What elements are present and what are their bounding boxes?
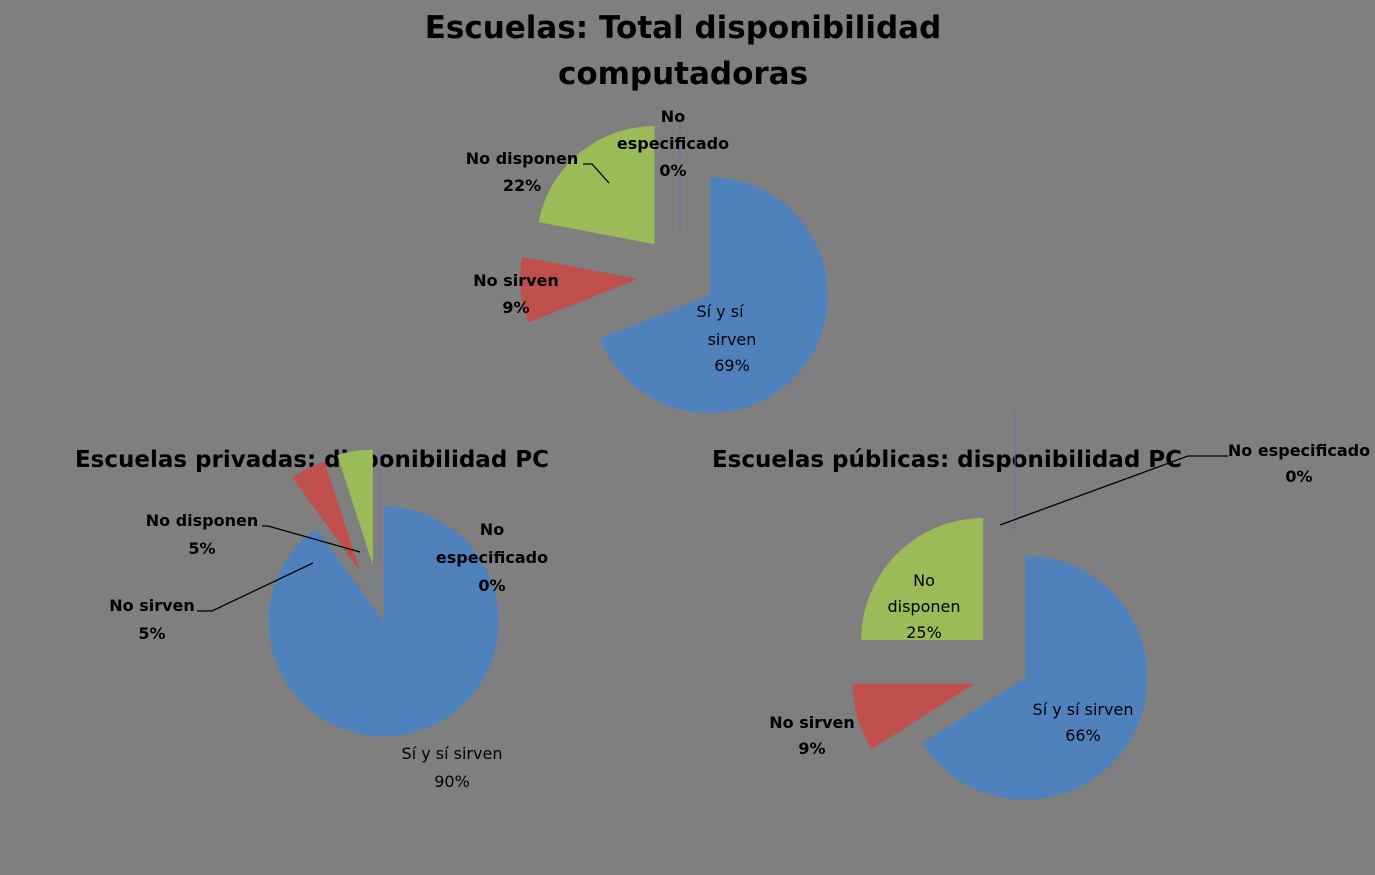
data-label-category-no-disponen: No: [913, 571, 935, 590]
slice-no-sirven: [292, 461, 361, 571]
pie-chart-3: Escuelas públicas: disponibilidad PC Sí y…: [712, 410, 1370, 800]
data-label-value-si-y-si-sirven: 66%: [1065, 726, 1101, 745]
chart-title-line-1: Escuelas: Total disponibilidad: [425, 10, 942, 46]
data-label-value-no-sirven: 9%: [798, 739, 825, 758]
leader-line-no-especificado: [999, 455, 1228, 526]
data-label-category-no-sirven: No sirven: [109, 596, 195, 615]
data-label-value-no-disponen: 25%: [906, 623, 942, 642]
data-label-value-no-especificado: 0%: [659, 161, 686, 180]
chart-title: Escuelas públicas: disponibilidad PC: [712, 447, 1182, 473]
data-label-category-no-especificado: No: [661, 107, 685, 126]
pie-chart-1: Escuelas: Total disponibilidad computador…: [425, 10, 942, 414]
data-label-value-no-especificado: 0%: [1285, 467, 1312, 486]
slice-no-sirven: [520, 256, 639, 323]
leader-line-no-disponen: [583, 163, 610, 184]
data-label-value-si-y-si-sirven: 90%: [434, 772, 470, 791]
slice-no-sirven: [852, 683, 975, 750]
data-label-value-no-sirven: 5%: [138, 624, 165, 643]
data-label-value-no-disponen: 22%: [503, 176, 541, 195]
chart-title-line-2: computadoras: [558, 56, 808, 92]
data-label-category-no-disponen: No disponen: [466, 149, 579, 168]
data-label-value-si-y-si-sirven: 69%: [714, 356, 750, 375]
data-label-category-no-sirven: No sirven: [769, 713, 855, 732]
data-label-category-si-y-si-sirven: sirven: [708, 330, 757, 349]
slice-no-disponen: [538, 126, 655, 245]
data-label-category-no-especificado: especificado: [617, 134, 729, 153]
data-label-category-no-sirven: No sirven: [473, 271, 559, 290]
data-label-category-no-disponen: No disponen: [146, 511, 259, 530]
data-label-value-no-especificado: 0%: [478, 576, 505, 595]
data-label-category-no-especificado: especificado: [436, 548, 548, 567]
data-label-value-no-disponen: 5%: [188, 539, 215, 558]
data-label-value-no-sirven: 9%: [502, 298, 529, 317]
slice-no-disponen: [337, 449, 373, 565]
slice-si-y-si-sirven: [268, 506, 499, 737]
data-label-category-si-y-si-sirven: Sí y sí sirven: [402, 744, 503, 763]
data-label-category-no-especificado: No especificado: [1228, 441, 1370, 460]
data-label-category-si-y-si-sirven: Sí y sí sirven: [1033, 700, 1134, 719]
leader-line-no-disponen: [262, 525, 361, 553]
slice-si-y-si-sirven: [600, 177, 828, 414]
slice-si-y-si-sirven: [922, 555, 1148, 800]
slice-no-disponen: [861, 518, 984, 641]
data-label-category-no-especificado: No: [480, 520, 504, 539]
data-label-category-si-y-si-sirven: Sí y sí: [696, 302, 744, 321]
leader-line-no-sirven: [197, 562, 314, 612]
data-label-category-no-disponen: disponen: [887, 597, 960, 616]
